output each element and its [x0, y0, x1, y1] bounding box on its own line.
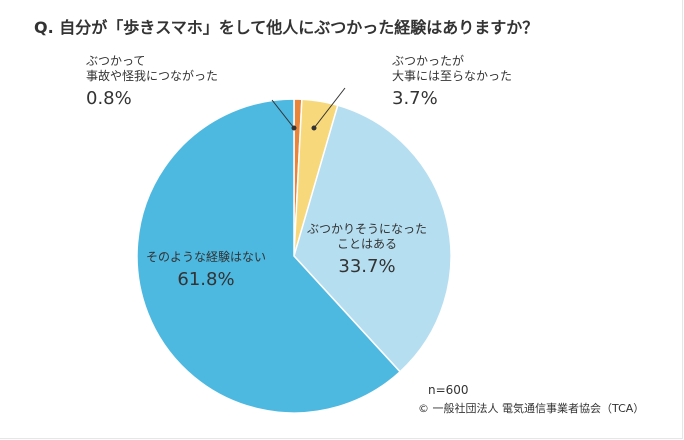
slice-label-line: ぶつかったが [392, 54, 465, 68]
slice-label-no-harm: ぶつかったが 大事には至らなかった 3.7% [392, 54, 512, 111]
slice-percent: 3.7% [392, 88, 438, 109]
pie-slice-2 [293, 104, 452, 373]
slice-label-injury: ぶつかって 事故や怪我につながった 0.8% [86, 54, 218, 111]
slice-percent: 61.8% [177, 269, 235, 290]
slice-label-line: ぶつかって [86, 54, 146, 68]
leader-line-slice-1 [313, 87, 346, 129]
leader-line-slice-0 [271, 99, 295, 129]
copyright-text: © 一般社団法人 電気通信事業者協会（TCA） [418, 402, 645, 415]
slice-label-line: そのような経験はない [145, 250, 266, 264]
slice-label-none: そのような経験はない 61.8% [142, 250, 270, 292]
slice-label-line: ことはある [336, 237, 397, 251]
chart-title: Q. 自分が「歩きスマホ」をして他人にぶつかった経験はありますか？ [34, 18, 539, 37]
pie-slice-3 [136, 98, 402, 414]
leader-dot-slice-1 [311, 125, 317, 131]
slice-label-line: 事故や怪我につながった [86, 69, 219, 83]
sample-size: n=600 [428, 383, 469, 397]
slice-percent: 33.7% [338, 256, 396, 277]
slice-percent: 0.8% [86, 88, 132, 109]
slice-label-line: 大事には至らなかった [392, 69, 513, 83]
slice-label-line: ぶつかりそうになった [306, 222, 427, 236]
slice-label-near-miss: ぶつかりそうになった ことはある 33.7% [302, 222, 432, 279]
pie-slices [136, 98, 452, 414]
leader-dot-slice-0 [291, 125, 297, 131]
